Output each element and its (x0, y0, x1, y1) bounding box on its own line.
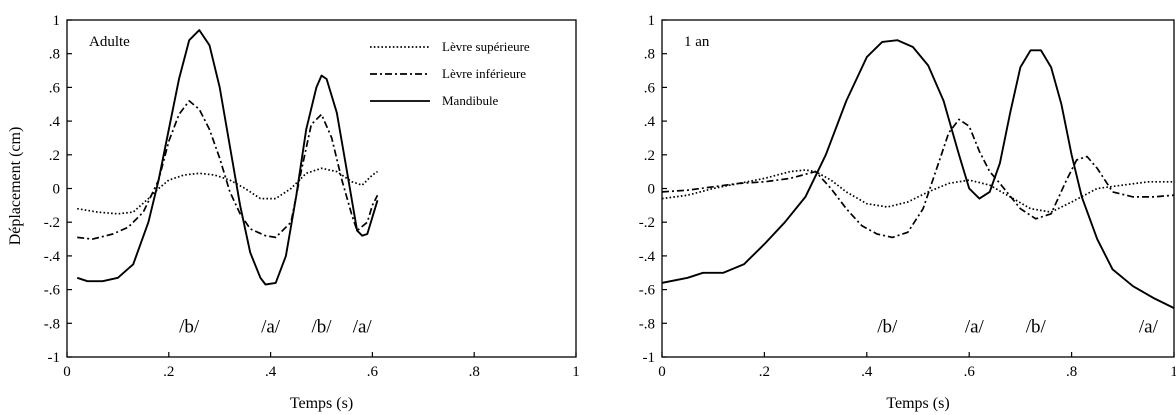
y-tick-label: 0 (648, 182, 656, 198)
y-tick-label: .2 (49, 148, 60, 164)
series-line-l-vre-sup-rieure (662, 169, 1174, 213)
x-tick-label: 1 (572, 364, 580, 380)
y-tick-label: 1 (648, 13, 656, 29)
panel-label-adulte: Adulte (89, 34, 130, 50)
phoneme-label: /a/ (353, 317, 373, 338)
legend-label: Lèvre inférieure (442, 66, 526, 81)
x-tick-label: .8 (1066, 364, 1077, 380)
y-tick-label: -1 (48, 350, 61, 366)
x-tick-label: .6 (367, 364, 379, 380)
x-tick-label: .2 (163, 364, 174, 380)
phoneme-label: /b/ (877, 317, 898, 338)
y-tick-label: -.2 (639, 215, 655, 231)
y-tick-label: .4 (49, 114, 61, 130)
series-line-mandibule (662, 39, 1174, 309)
phoneme-label: /a/ (965, 317, 985, 338)
x-axis-title: Temps (s) (290, 395, 353, 412)
y-tick-label: .8 (49, 47, 60, 63)
y-tick-label: -.2 (44, 215, 60, 231)
x-axis-title: Temps (s) (886, 395, 949, 412)
y-axis-title: Déplacement (cm) (7, 127, 24, 246)
phoneme-label: /b/ (311, 317, 332, 338)
y-tick-label: -.8 (639, 316, 655, 332)
y-tick-label: .6 (49, 80, 61, 96)
phoneme-label: /b/ (1026, 317, 1047, 338)
chart-panel-adulte: 1.8.6.4.20-.2-.4-.6-.8-10.2.4.6.8 1Temps … (44, 13, 580, 412)
y-tick-label: -.6 (639, 283, 656, 299)
phoneme-label: /a/ (261, 317, 281, 338)
y-tick-label: -.6 (44, 283, 61, 299)
panel-label-1-an: 1 an (684, 34, 710, 50)
x-tick-label: .4 (265, 364, 277, 380)
plot-frame (661, 19, 1175, 358)
y-tick-label: -1 (643, 350, 656, 366)
y-tick-label: .2 (644, 148, 655, 164)
x-tick-label: .4 (861, 364, 873, 380)
y-tick-label: -.4 (44, 249, 61, 265)
series-line-l-vre-sup-rieure (77, 167, 378, 215)
x-tick-label: .6 (964, 364, 976, 380)
chart-panel-1-an: 1.8.6.4.20-.2-.4-.6-.8-10.2.4.6.8 1Temps … (639, 13, 1176, 412)
phoneme-label: /a/ (1139, 317, 1159, 338)
legend-label: Lèvre supérieure (442, 39, 530, 54)
y-tick-label: .8 (644, 47, 655, 63)
x-tick-label: .2 (759, 364, 770, 380)
y-tick-label: 0 (53, 182, 61, 198)
series-line-l-vre-inf-rieure (662, 118, 1174, 239)
y-tick-label: -.4 (639, 249, 656, 265)
x-tick-label: .8 (469, 364, 480, 380)
y-tick-label: -.8 (44, 316, 60, 332)
phoneme-label: /b/ (179, 317, 200, 338)
x-tick-label: 1 (1170, 364, 1176, 380)
series-line-l-vre-inf-rieure (77, 100, 379, 240)
x-tick-label: 0 (63, 364, 71, 380)
y-tick-label: 1 (53, 13, 61, 29)
y-tick-label: .4 (644, 114, 656, 130)
legend-label: Mandibule (442, 93, 499, 108)
series-line-mandibule (76, 29, 379, 286)
x-tick-label: 0 (658, 364, 666, 380)
y-tick-label: .6 (644, 80, 656, 96)
